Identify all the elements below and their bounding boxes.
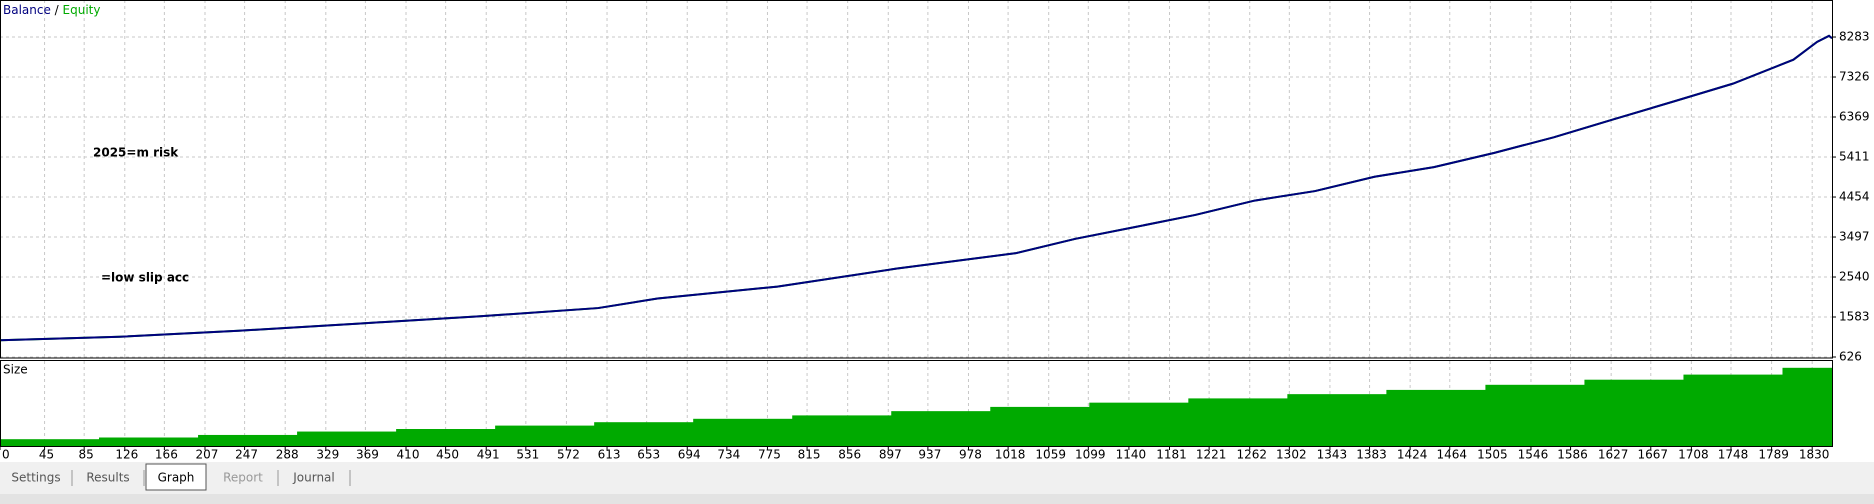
size-step: [0, 439, 100, 446]
tab-bar: [0, 462, 1874, 492]
x-tick-label: 369: [356, 448, 379, 462]
x-tick-label: 1708: [1678, 448, 1709, 462]
x-tick-label: 1627: [1598, 448, 1629, 462]
legend-entry: Equity: [63, 3, 101, 17]
y-tick-label: 7326: [1839, 70, 1870, 84]
x-tick-label: 207: [196, 448, 219, 462]
x-tick-label: 897: [879, 448, 902, 462]
size-step: [1188, 398, 1288, 446]
x-tick-label: 572: [557, 448, 580, 462]
tab[interactable]: Journal: [292, 470, 351, 486]
x-tick-label: 1505: [1477, 448, 1508, 462]
x-tick-label: 1221: [1196, 448, 1227, 462]
size-step: [1584, 379, 1684, 446]
y-tick-label: 626: [1839, 350, 1862, 364]
x-tick-label: 613: [598, 448, 621, 462]
size-step: [792, 415, 892, 446]
tab-active-bg: [145, 463, 207, 491]
size-step: [1782, 367, 1833, 446]
size-step: [594, 422, 694, 446]
x-tick-label: 1546: [1518, 448, 1549, 462]
tab[interactable]: Results: [86, 470, 145, 486]
x-tick-label: 1748: [1718, 448, 1749, 462]
x-tick-label: 1464: [1436, 448, 1467, 462]
x-tick-label: 937: [918, 448, 941, 462]
size-step: [693, 418, 793, 446]
size-panel-frame: [0, 360, 1833, 447]
y-tick-label: 4454: [1839, 190, 1870, 204]
y-tick-label: 2540: [1839, 270, 1870, 284]
legend-entry: Balance: [3, 3, 51, 17]
tab[interactable]: Graph: [145, 463, 207, 491]
x-tick-label: 1424: [1397, 448, 1428, 462]
legend-separator: /: [51, 3, 63, 17]
size-step: [1287, 394, 1387, 446]
x-tick-label: 694: [678, 448, 701, 462]
x-tick-label: 856: [838, 448, 861, 462]
x-tick-label: 1140: [1116, 448, 1147, 462]
size-step: [99, 437, 199, 446]
x-tick-label: 1262: [1236, 448, 1267, 462]
y-tick-label: 8283: [1839, 30, 1870, 44]
x-tick-label: 531: [516, 448, 539, 462]
x-tick-label: 247: [235, 448, 258, 462]
x-tick-label: 1302: [1276, 448, 1307, 462]
x-tick-label: 775: [758, 448, 781, 462]
x-tick-label: 450: [436, 448, 459, 462]
x-tick-label: 815: [798, 448, 821, 462]
x-tick-label: 1830: [1799, 448, 1830, 462]
x-tick-label: 288: [276, 448, 299, 462]
size-step: [891, 411, 991, 446]
y-tick-label: 1583: [1839, 310, 1870, 324]
y-tick-label: 3497: [1839, 230, 1870, 244]
tab-label: Results: [86, 471, 129, 485]
size-step: [198, 434, 298, 446]
x-tick-label: 1099: [1075, 448, 1106, 462]
size-step: [1485, 384, 1585, 446]
tab[interactable]: Report: [223, 470, 279, 486]
x-tick-label: 329: [316, 448, 339, 462]
tab-label: Report: [223, 471, 263, 485]
x-tick-label: 1667: [1638, 448, 1669, 462]
size-step: [1683, 374, 1783, 446]
tab-label: Graph: [158, 471, 195, 485]
x-tick-label: 0: [2, 448, 10, 462]
size-step: [990, 406, 1090, 446]
x-tick-label: 491: [477, 448, 500, 462]
x-tick-label: 1789: [1758, 448, 1789, 462]
size-step: [1089, 402, 1189, 446]
size-panel-title: Size: [3, 363, 28, 377]
x-tick-label: 1018: [995, 448, 1026, 462]
size-step: [495, 425, 595, 446]
x-tick-label: 126: [115, 448, 138, 462]
x-tick-label: 1586: [1557, 448, 1588, 462]
x-tick-label: 1181: [1156, 448, 1187, 462]
x-tick-label: 1343: [1317, 448, 1348, 462]
y-tick-label: 6369: [1839, 110, 1870, 124]
series-line: [0, 34, 1833, 342]
legend: Balance / Equity: [3, 3, 100, 17]
tab-label: Journal: [292, 471, 335, 485]
x-tick-label: 1383: [1356, 448, 1387, 462]
x-tick-label: 978: [959, 448, 982, 462]
y-tick-label: 5411: [1839, 150, 1870, 164]
size-step: [1386, 389, 1486, 446]
status-strip: [0, 494, 1874, 504]
x-tick-label: 166: [155, 448, 178, 462]
main-panel-frame: [0, 0, 1833, 359]
x-tick-label: 653: [637, 448, 660, 462]
size-step: [396, 429, 496, 446]
x-tick-label: 1059: [1035, 448, 1066, 462]
x-tick-label: 410: [397, 448, 420, 462]
x-tick-label: 85: [79, 448, 94, 462]
tab[interactable]: Settings: [11, 470, 73, 486]
size-step: [297, 431, 397, 446]
overlay-text: =low slip acc: [101, 271, 189, 285]
overlay-text: 2025=m risk: [93, 146, 179, 160]
x-tick-label: 734: [717, 448, 740, 462]
x-tick-label: 45: [39, 448, 54, 462]
tab-label: Settings: [11, 471, 60, 485]
